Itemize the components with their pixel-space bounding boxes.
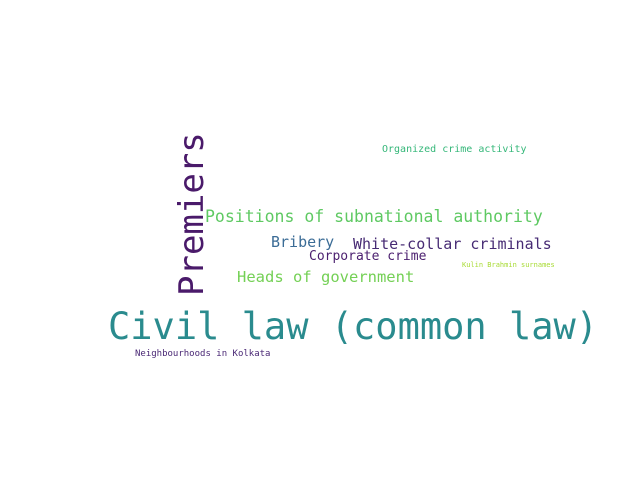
word-civil-law: Civil law (common law) bbox=[108, 305, 599, 348]
word-organized-crime-activity: Organized crime activity bbox=[382, 144, 527, 155]
word-bribery: Bribery bbox=[271, 233, 335, 251]
word-positions-subnational-authority: Positions of subnational authority bbox=[205, 207, 543, 226]
word-white-collar-criminals: White-collar criminals bbox=[353, 235, 552, 253]
word-neighbourhoods-kolkata: Neighbourhoods in Kolkata bbox=[135, 349, 271, 359]
word-kulin-brahmin-surnames: Kulin Brahmin surnames bbox=[462, 261, 555, 269]
word-heads-of-government: Heads of government bbox=[237, 268, 415, 286]
word-premiers: Premiers bbox=[172, 132, 212, 296]
word-corporate-crime: Corporate crime bbox=[309, 249, 427, 264]
